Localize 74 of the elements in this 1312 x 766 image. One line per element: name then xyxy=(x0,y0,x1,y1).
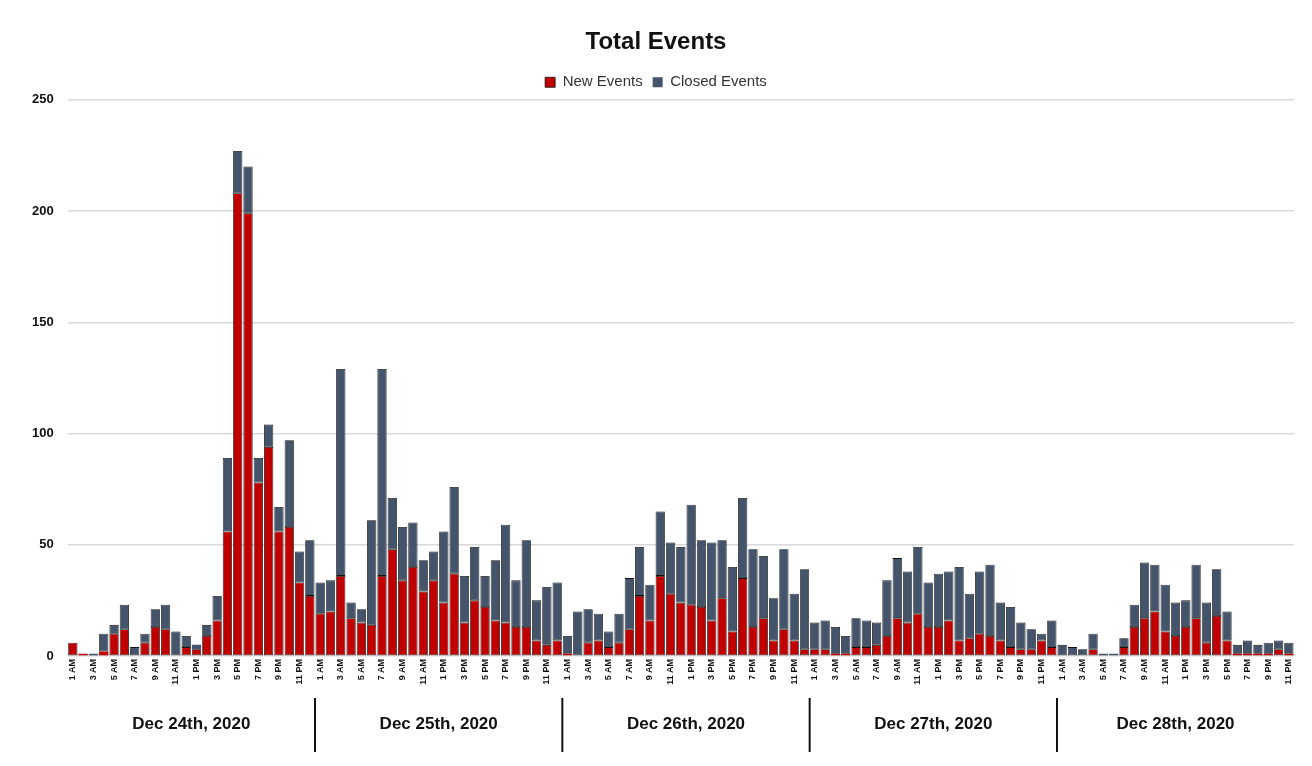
text: Dec 27th, 2020 xyxy=(874,713,993,733)
x-tick-label: 1 PM xyxy=(190,658,201,680)
x-tick-label: 9 AM xyxy=(1139,658,1150,681)
x-tick-label: 1 PM xyxy=(685,658,696,680)
x-tick-label: 5 AM xyxy=(355,658,366,681)
x-tick-label: 9 PM xyxy=(768,658,779,680)
x-tick-label: 3 AM xyxy=(582,658,593,681)
x-tick-label: 3 AM xyxy=(335,658,346,681)
x-tick-label: 9 PM xyxy=(273,658,284,680)
x-tick-label: 1 AM xyxy=(67,658,78,681)
x-tick-label: 11 AM xyxy=(665,658,676,685)
x-tick-label: 1 AM xyxy=(561,658,572,681)
x-tick-label: 7 AM xyxy=(1118,658,1129,681)
x-tick-label: 1 AM xyxy=(809,658,820,681)
y-tick-label: 150 xyxy=(31,313,54,329)
x-tick-label: 11 AM xyxy=(170,658,181,685)
x-tick-label: 3 PM xyxy=(706,658,717,680)
y-tick-label: 0 xyxy=(46,647,54,663)
x-tick-label: 9 AM xyxy=(644,658,655,681)
x-tick-label: 9 AM xyxy=(891,658,902,681)
x-tick-label: 9 PM xyxy=(520,658,531,680)
y-tick-label: 250 xyxy=(31,91,54,107)
x-tick-label: 7 PM xyxy=(1242,658,1253,680)
x-tick-label: 1 AM xyxy=(314,658,325,681)
x-tick-label: 11 AM xyxy=(1159,658,1170,685)
x-tick-label: 3 AM xyxy=(1077,658,1088,681)
x-tick-label: 11 PM xyxy=(1283,658,1294,685)
text: Dec 28th, 2020 xyxy=(1116,713,1235,733)
x-tick-label: 1 PM xyxy=(932,658,943,680)
x-tick-label: 7 AM xyxy=(376,658,387,681)
chart-title: Total Events xyxy=(585,27,727,55)
x-tick-label: 7 PM xyxy=(747,658,758,680)
x-tick-label: 1 PM xyxy=(438,658,449,680)
x-tick-label: 5 PM xyxy=(1221,658,1232,680)
x-tick-label: 7 PM xyxy=(500,658,511,680)
x-tick-label: 7 AM xyxy=(871,658,882,681)
x-tick-label: 3 PM xyxy=(1200,658,1211,680)
x-tick-label: 5 PM xyxy=(232,658,243,680)
x-tick-label: 3 AM xyxy=(87,658,98,681)
x-tick-label: 1 PM xyxy=(1180,658,1191,680)
x-tick-label: 9 PM xyxy=(1015,658,1026,680)
y-tick-label: 200 xyxy=(31,202,54,218)
x-tick-label: 5 AM xyxy=(108,658,119,681)
x-tick-label: 5 PM xyxy=(726,658,737,680)
text: Dec 26th, 2020 xyxy=(626,713,746,733)
x-tick-label: 7 AM xyxy=(129,658,140,681)
x-tick-label: 9 AM xyxy=(149,658,160,681)
x-tick-label: 9 AM xyxy=(397,658,408,681)
y-tick-label: 50 xyxy=(39,536,54,552)
x-tick-label: 11 AM xyxy=(912,658,923,685)
x-tick-label: 5 AM xyxy=(603,658,614,681)
x-tick-label: 7 PM xyxy=(252,658,263,680)
x-tick-label: 5 PM xyxy=(479,658,490,680)
legend-label: New Events xyxy=(562,72,643,90)
x-tick-label: 7 AM xyxy=(623,658,634,681)
x-tick-label: 11 PM xyxy=(1036,658,1047,685)
x-tick-label: 11 PM xyxy=(541,658,552,685)
x-tick-label: 11 AM xyxy=(417,658,428,685)
x-tick-label: 3 PM xyxy=(458,658,469,680)
x-tick-label: 5 PM xyxy=(974,658,985,680)
x-tick-label: 7 PM xyxy=(994,658,1005,680)
x-tick-label: 11 PM xyxy=(788,658,799,685)
y-tick-label: 100 xyxy=(31,425,54,441)
x-tick-label: 1 AM xyxy=(1056,658,1067,681)
x-tick-label: 5 AM xyxy=(850,658,861,681)
x-tick-label: 9 PM xyxy=(1262,658,1273,680)
x-tick-label: 3 PM xyxy=(953,658,964,680)
x-tick-label: 11 PM xyxy=(294,658,305,685)
x-tick-label: 5 AM xyxy=(1097,658,1108,681)
x-tick-label: 3 AM xyxy=(829,658,840,681)
x-tick-label: 3 PM xyxy=(211,658,222,680)
text: Dec 25th, 2020 xyxy=(379,713,498,733)
text: Dec 24th, 2020 xyxy=(132,713,251,733)
legend-label: Closed Events xyxy=(670,72,767,90)
